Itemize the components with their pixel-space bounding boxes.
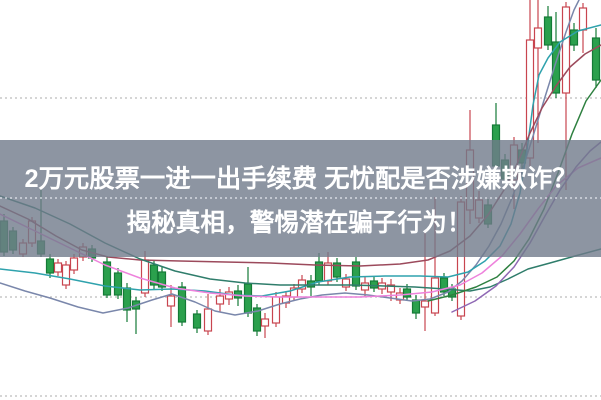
- candle-body-up: [53, 262, 63, 273]
- candle-body-down: [45, 258, 55, 274]
- candle-body-up: [140, 259, 150, 294]
- ma-cyan: [0, 24, 601, 297]
- candle-body-down: [551, 41, 561, 94]
- candle-body-up: [271, 296, 281, 324]
- candle-body-up: [341, 278, 351, 288]
- candle-body-up: [360, 282, 370, 291]
- candle-body-down: [369, 280, 379, 289]
- headline-line-2: 揭秘真相，警惕潜在骗子行为！: [127, 208, 472, 237]
- candle-body-down: [157, 271, 167, 288]
- candle-body-up: [260, 318, 270, 327]
- candle-body-up: [420, 300, 430, 308]
- candle-body-up: [215, 295, 225, 305]
- candle-body-down: [113, 272, 123, 296]
- candle-body-up: [69, 257, 79, 271]
- candle-body-down: [243, 283, 253, 314]
- candle-body-up: [533, 27, 543, 49]
- candle-body-up: [166, 295, 176, 307]
- candle-body-down: [314, 261, 324, 282]
- candle-body-down: [543, 16, 553, 46]
- candle-body-down: [332, 262, 342, 278]
- candle-body-down: [439, 277, 449, 293]
- candle-body-down: [177, 286, 187, 323]
- candle-body-down: [122, 287, 132, 311]
- candle-body-down: [351, 261, 361, 287]
- candle-body-down: [149, 264, 159, 286]
- candle-body-down: [411, 299, 421, 314]
- candle-body-down: [192, 313, 202, 329]
- headline-line-1: 2万元股票一进一出手续费 无忧配是否涉嫌欺诈？: [25, 164, 578, 193]
- candle-body-down: [569, 29, 579, 46]
- candle-body-down: [402, 288, 412, 298]
- candle-body-up: [578, 7, 588, 31]
- candle-body-up: [203, 308, 213, 332]
- candle-body-down: [102, 261, 112, 296]
- candle-body-down: [591, 37, 601, 81]
- candle-body-up: [561, 6, 571, 94]
- candle-body-down: [252, 307, 262, 332]
- candle-body-up: [61, 264, 71, 286]
- candle-body-up: [386, 284, 396, 293]
